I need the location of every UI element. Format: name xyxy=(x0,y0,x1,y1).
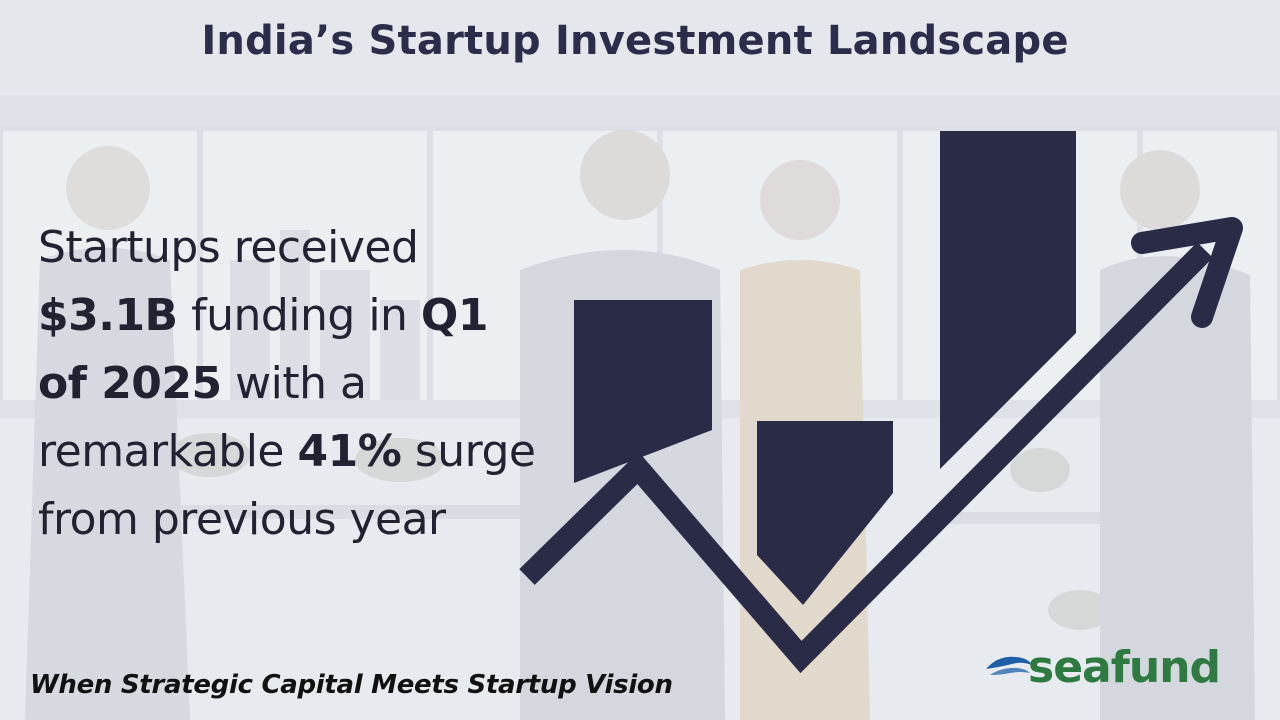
person-left xyxy=(25,146,190,720)
brand-name: seafund xyxy=(1028,641,1221,693)
bar-3 xyxy=(940,131,1076,469)
headline-statement: Startups received $3.1B funding in Q1 of 2… xyxy=(38,214,558,554)
stat-year: of 2025 xyxy=(38,358,222,409)
stat-remarkable: remarkable xyxy=(38,426,298,477)
stat-tail: from previous year xyxy=(38,494,446,545)
stat-amount: $3.1B xyxy=(38,290,178,341)
bar-2 xyxy=(757,421,893,605)
person-right xyxy=(1100,150,1255,720)
stat-surge: surge xyxy=(401,426,536,477)
bar-1 xyxy=(574,300,712,483)
page-title: India’s Startup Investment Landscape xyxy=(201,18,1069,64)
tagline: When Strategic Capital Meets Startup Vis… xyxy=(30,670,673,700)
stat-quarter: Q1 xyxy=(420,290,489,341)
stat-line1: Startups received xyxy=(38,222,419,273)
stat-funding-in: funding in xyxy=(177,290,421,341)
seafund-logo: seafund xyxy=(984,641,1244,693)
stat-percent: 41% xyxy=(297,426,402,477)
stat-with-a: with a xyxy=(221,358,367,409)
wave-icon xyxy=(986,656,1032,675)
arrow-head-icon xyxy=(1131,217,1243,328)
trend-arrow-line xyxy=(519,242,1213,674)
